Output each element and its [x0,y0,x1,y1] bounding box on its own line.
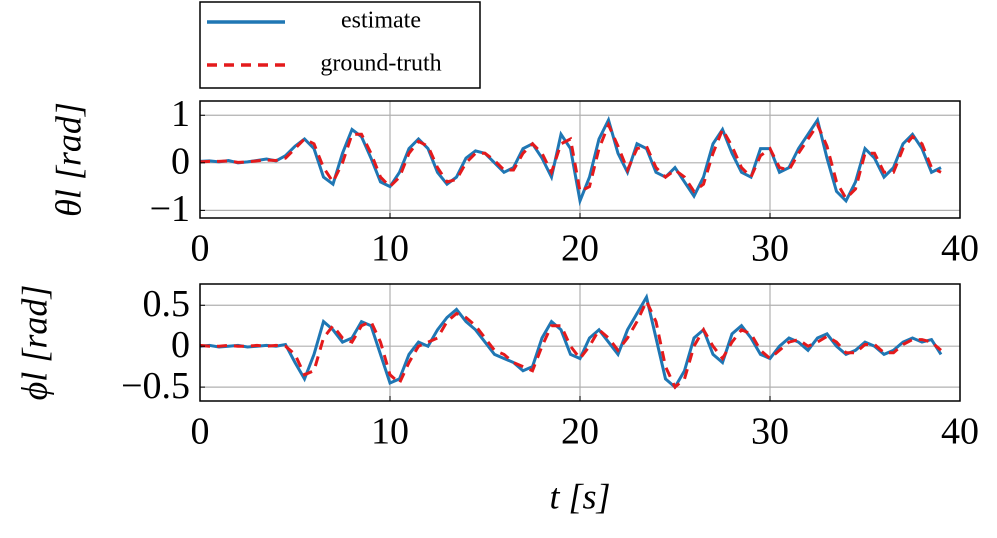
x-tick-label: 0 [191,411,210,453]
x-tick-label: 30 [751,228,789,270]
y-tick-label: 1 [171,93,190,135]
y-axis-label: θl [rad] [48,102,88,217]
data-line [199,297,942,390]
legend-box [199,1,481,89]
data-line [199,293,943,390]
data-line [199,115,942,207]
x-tick-label: 20 [561,228,599,270]
x-tick-label: 0 [191,228,210,270]
y-tick-label: −1 [150,188,190,230]
y-axis-label: ϕl [rad] [14,285,54,401]
y-tick-label: 0 [171,324,190,366]
x-axis-label: t [s] [549,476,610,516]
y-tick-label: −0.5 [121,365,190,407]
x-tick-label: 10 [371,228,409,270]
legend-label: ground-truth [320,51,441,77]
x-tick-label: 40 [941,228,979,270]
legend-label: estimate [341,8,421,34]
y-tick-label: 0 [171,141,190,183]
data-line [199,120,942,201]
x-tick-label: 30 [751,411,789,453]
x-tick-label: 40 [941,411,979,453]
x-tick-label: 20 [561,411,599,453]
x-tick-label: 10 [371,411,409,453]
y-tick-label: 0.5 [143,283,191,325]
